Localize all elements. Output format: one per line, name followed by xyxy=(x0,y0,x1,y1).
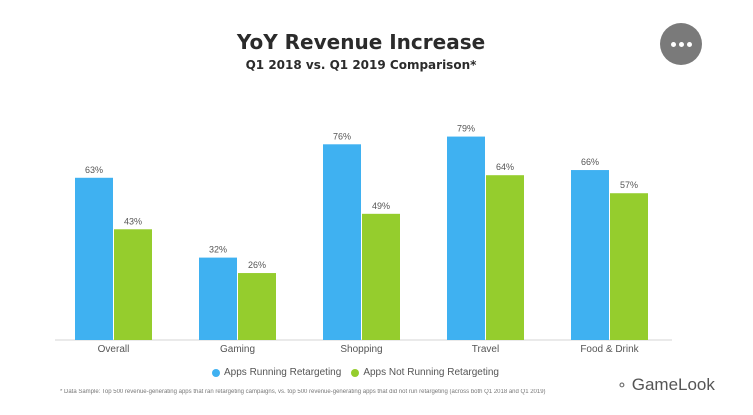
wechat-icon: ⚬ xyxy=(616,376,628,393)
more-dots-icon xyxy=(678,41,684,47)
data-label: 63% xyxy=(85,165,103,175)
legend-swatch xyxy=(351,368,360,377)
legend-swatch xyxy=(212,368,220,377)
chart-legend: Apps Running Retargeting Apps Not Runnin… xyxy=(212,367,509,378)
watermark-text: GameLook xyxy=(631,375,715,394)
bar xyxy=(362,213,400,340)
data-label: 57% xyxy=(620,180,638,190)
footnote: * Data Sample: Top 500 revenue-generatin… xyxy=(60,389,546,395)
bar xyxy=(447,136,485,340)
bar xyxy=(199,257,237,340)
data-label: 43% xyxy=(124,216,142,226)
x-tick-label: Gaming xyxy=(220,344,255,355)
legend-label: Apps Running Retargeting xyxy=(224,367,342,378)
x-tick-label: Travel xyxy=(472,344,499,355)
legend-label: Apps Not Running Retargeting xyxy=(363,367,499,378)
bar xyxy=(238,273,276,340)
bar xyxy=(114,229,152,340)
data-label: 49% xyxy=(372,201,390,211)
more-options-button[interactable] xyxy=(660,23,702,65)
more-dots-icon xyxy=(686,41,692,47)
x-tick-label: Overall xyxy=(98,344,130,355)
more-dots-icon xyxy=(670,41,676,47)
bar xyxy=(323,144,361,340)
legend-item-not-retargeting: Apps Not Running Retargeting xyxy=(351,367,499,378)
data-label: 64% xyxy=(496,162,514,172)
bar xyxy=(486,175,524,340)
bar xyxy=(75,177,113,340)
data-label: 26% xyxy=(248,260,266,270)
legend-item-retargeting: Apps Running Retargeting xyxy=(212,367,341,378)
data-label: 66% xyxy=(581,157,599,167)
x-tick-label: Food & Drink xyxy=(580,344,639,355)
chart-subtitle: Q1 2018 vs. Q1 2019 Comparison* xyxy=(245,58,477,72)
chart-title: YoY Revenue Increase xyxy=(236,30,486,54)
bar xyxy=(610,193,648,340)
data-label: 79% xyxy=(457,124,475,134)
watermark: ⚬ GameLook xyxy=(616,375,715,395)
x-tick-label: Shopping xyxy=(340,344,382,355)
bar xyxy=(571,170,609,340)
data-label: 76% xyxy=(333,131,351,141)
data-label: 32% xyxy=(209,245,227,255)
